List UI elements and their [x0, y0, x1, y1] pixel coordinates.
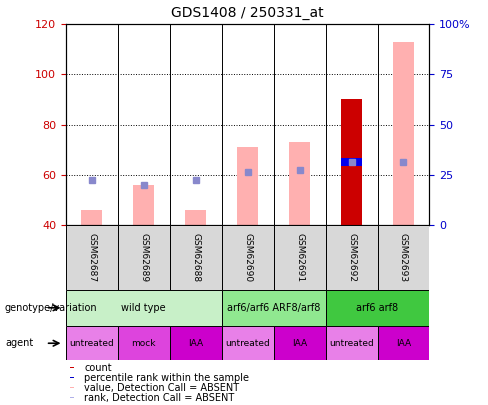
Text: agent: agent: [5, 338, 33, 348]
Bar: [69, 377, 74, 378]
Bar: [274, 326, 325, 360]
Text: genotype/variation: genotype/variation: [5, 303, 98, 313]
Bar: [81, 210, 102, 225]
Bar: [185, 210, 206, 225]
Bar: [66, 290, 222, 326]
Text: GSM62693: GSM62693: [399, 232, 408, 282]
Text: wild type: wild type: [122, 303, 166, 313]
Bar: [69, 367, 74, 368]
Bar: [222, 225, 274, 290]
Bar: [170, 326, 222, 360]
Bar: [341, 158, 362, 166]
Text: arf6/arf6 ARF8/arf8: arf6/arf6 ARF8/arf8: [227, 303, 320, 313]
Bar: [378, 326, 429, 360]
Text: GSM62689: GSM62689: [139, 232, 148, 282]
Text: untreated: untreated: [329, 339, 374, 348]
Bar: [341, 100, 362, 225]
Text: GSM62692: GSM62692: [347, 233, 356, 281]
Text: percentile rank within the sample: percentile rank within the sample: [84, 373, 249, 383]
Text: untreated: untreated: [69, 339, 114, 348]
Bar: [289, 142, 310, 225]
Text: GSM62690: GSM62690: [243, 232, 252, 282]
Text: count: count: [84, 362, 112, 373]
Bar: [325, 225, 378, 290]
Bar: [69, 397, 74, 399]
Bar: [66, 326, 118, 360]
Text: GSM62691: GSM62691: [295, 232, 304, 282]
Text: untreated: untreated: [225, 339, 270, 348]
Bar: [118, 326, 170, 360]
Title: GDS1408 / 250331_at: GDS1408 / 250331_at: [171, 6, 324, 21]
Bar: [237, 147, 258, 225]
Bar: [393, 42, 414, 225]
Text: value, Detection Call = ABSENT: value, Detection Call = ABSENT: [84, 383, 239, 393]
Bar: [133, 185, 154, 225]
Bar: [222, 290, 325, 326]
Bar: [325, 290, 429, 326]
Text: rank, Detection Call = ABSENT: rank, Detection Call = ABSENT: [84, 393, 234, 403]
Text: IAA: IAA: [188, 339, 203, 348]
Bar: [378, 225, 429, 290]
Text: GSM62687: GSM62687: [87, 232, 96, 282]
Text: arf6 arf8: arf6 arf8: [356, 303, 399, 313]
Bar: [69, 387, 74, 388]
Text: GSM62688: GSM62688: [191, 232, 200, 282]
Text: IAA: IAA: [292, 339, 307, 348]
Bar: [118, 225, 170, 290]
Text: mock: mock: [132, 339, 156, 348]
Bar: [222, 326, 274, 360]
Text: IAA: IAA: [396, 339, 411, 348]
Bar: [325, 326, 378, 360]
Bar: [66, 225, 118, 290]
Bar: [274, 225, 325, 290]
Bar: [170, 225, 222, 290]
